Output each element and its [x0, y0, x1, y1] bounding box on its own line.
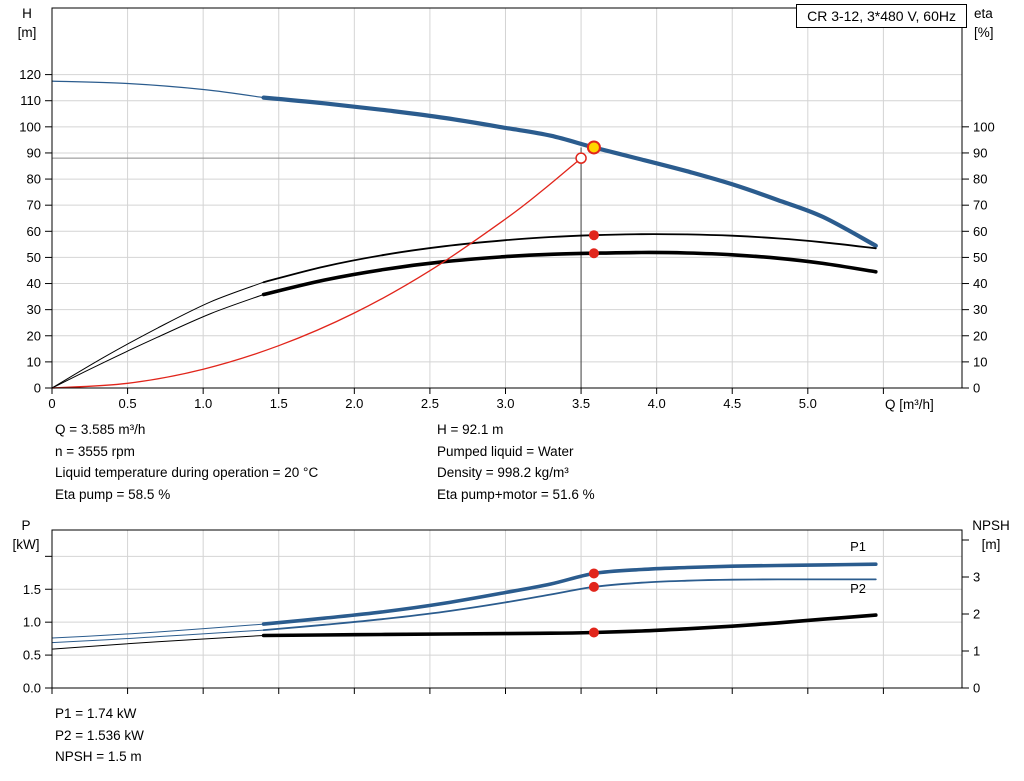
x-tick-label: 4.0 — [648, 396, 666, 411]
y-right-tick-label: 20 — [973, 328, 987, 343]
duty-point-marker — [586, 140, 601, 155]
y-right-tick-label: 90 — [973, 145, 987, 160]
npsh-axis-title-symbol: NPSH — [972, 518, 1010, 533]
y-right-tick-label: 30 — [973, 302, 987, 317]
eta-pump-motor-curve-extrapolated — [51, 294, 265, 389]
y-left-tick-label: 70 — [27, 198, 41, 213]
x-tick-label: 5.0 — [799, 396, 817, 411]
p-axis-title-unit: [kW] — [12, 537, 40, 552]
readout-head: H = 92.1 m — [437, 422, 504, 437]
p-axis-title-symbol: P — [21, 518, 31, 533]
readout-liquid-temperature: Liquid temperature during operation = 20… — [55, 465, 319, 480]
npsh-axis-title: NPSH [m] — [960, 516, 1022, 554]
p2-curve-extrapolated — [51, 629, 265, 644]
y-left-tick-label: 1.5 — [23, 582, 41, 597]
y-right-tick-label: 80 — [973, 172, 987, 187]
y-left-tick-label: 90 — [27, 145, 41, 160]
readout-speed: n = 3555 rpm — [55, 443, 135, 459]
y-right-tick-label: 10 — [973, 354, 987, 369]
x-tick-label: 2.0 — [345, 396, 363, 411]
hq-eta-chart: 0 0.5 1.0 1.5 2.0 2.5 3.0 3.5 4.0 4.5 5.0 0 10 20 30 40… — [19, 7, 995, 411]
y-left-tick-label: 0.5 — [23, 648, 41, 663]
hq-curve — [261, 95, 878, 248]
y-left-tick-label: 0.0 — [23, 681, 41, 696]
y-left-tick-label: 10 — [27, 354, 41, 369]
y-left-tick-label: 0 — [34, 381, 41, 396]
y-right-tick-label: 100 — [973, 119, 995, 134]
h-axis-title-unit: [m] — [17, 25, 37, 40]
eta-pump-duty-dot — [588, 230, 599, 241]
readout-p1: P1 = 1.74 kW — [55, 706, 137, 721]
npsh-curve-extrapolated — [51, 635, 265, 650]
y-right-tick-label: 3 — [973, 569, 980, 584]
plot-frame — [51, 529, 963, 689]
y-right-tick-label: 60 — [973, 224, 987, 239]
x-tick-label: 3.5 — [572, 396, 590, 411]
x-tick-label: 0.5 — [119, 396, 137, 411]
y-right-tick-label: 50 — [973, 250, 987, 265]
y-left-tick-label: 1.0 — [23, 615, 41, 630]
y-right-tick-label: 0 — [973, 381, 980, 396]
y-left-tick-label: 20 — [27, 328, 41, 343]
x-tick-label: 1.0 — [194, 396, 212, 411]
y-right-tick-label: 0 — [973, 681, 980, 696]
y-left-tick-label: 100 — [19, 119, 41, 134]
readouts-top-right: H = 92.1 m Pumped liquid = Water Density… — [437, 419, 595, 505]
x-tick-label: 4.5 — [723, 396, 741, 411]
readout-p2: P2 = 1.536 kW — [55, 727, 144, 743]
eta-pump-motor-duty-dot — [588, 248, 599, 259]
readouts-top-left: Q = 3.585 m³/h n = 3555 rpm Liquid tempe… — [55, 419, 318, 505]
p1-curve-extrapolated — [51, 623, 265, 639]
eta-pump-motor-curve — [261, 250, 878, 297]
pump-model-box: CR 3-12, 3*480 V, 60Hz — [796, 4, 967, 28]
h-axis-title-symbol: H — [22, 6, 32, 21]
y-right-tick-label: 70 — [973, 198, 987, 213]
readout-pumped-liquid: Pumped liquid = Water — [437, 443, 574, 459]
q-axis-title: Q [m³/h] — [885, 397, 934, 412]
eta-axis-title-unit: [%] — [974, 25, 994, 40]
x-tick-label: 0 — [48, 396, 55, 411]
eta-pump-curve-extrapolated — [51, 281, 265, 389]
h-axis-title: H [m] — [10, 4, 44, 42]
y-right-tick-label: 1 — [973, 643, 980, 658]
p2-curve-label: P2 — [850, 581, 866, 596]
x-tick-label: 1.5 — [270, 396, 288, 411]
y-left-tick-label: 80 — [27, 172, 41, 187]
y-left-tick-label: 60 — [27, 224, 41, 239]
readouts-bottom: P1 = 1.74 kW P2 = 1.536 kW NPSH = 1.5 m — [55, 703, 144, 768]
y-left-tick-label: 110 — [20, 93, 41, 108]
hq-curve-extrapolated — [51, 80, 265, 99]
y-right-tick-label: 2 — [973, 606, 980, 621]
eta-axis-title-symbol: eta — [974, 6, 993, 21]
y-left-tick-label: 50 — [27, 250, 41, 265]
power-npsh-chart: 0.0 0.5 1.0 1.5 0 1 2 3 P1 P2 — [23, 529, 980, 696]
y-left-tick-label: 30 — [27, 302, 41, 317]
readout-npsh: NPSH = 1.5 m — [55, 749, 142, 764]
y-right-tick-label: 40 — [973, 276, 987, 291]
npsh-curve — [261, 613, 878, 638]
eta-axis-title: eta [%] — [974, 4, 1020, 42]
p-axis-title: P [kW] — [4, 516, 48, 554]
readout-eta-pump-motor: Eta pump+motor = 51.6 % — [437, 486, 595, 502]
npsh-axis-title-unit: [m] — [981, 537, 1001, 552]
x-tick-label: 3.0 — [496, 396, 514, 411]
requested-duty-marker — [575, 152, 587, 164]
npsh-duty-dot — [588, 627, 599, 638]
p2-duty-dot — [588, 581, 599, 592]
p1-curve — [261, 562, 878, 626]
x-tick-label: 2.5 — [421, 396, 439, 411]
p1-curve-label: P1 — [850, 539, 866, 554]
y-left-tick-label: 120 — [19, 67, 41, 82]
readout-density: Density = 998.2 kg/m³ — [437, 465, 569, 480]
y-left-tick-label: 40 — [27, 276, 41, 291]
readout-eta-pump: Eta pump = 58.5 % — [55, 486, 171, 502]
system-curve — [51, 157, 582, 389]
p1-duty-dot — [588, 568, 599, 579]
readout-q: Q = 3.585 m³/h — [55, 422, 146, 437]
plot-frame — [51, 7, 963, 389]
